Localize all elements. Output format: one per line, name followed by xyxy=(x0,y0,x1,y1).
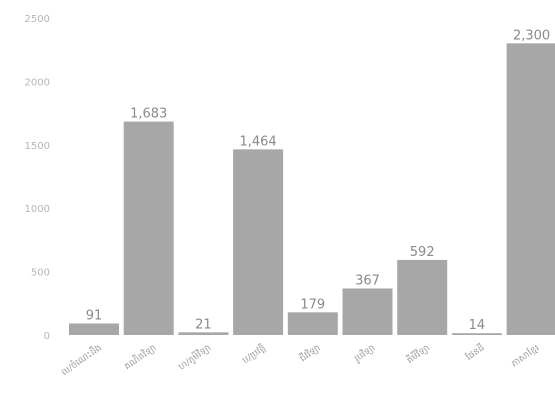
data-label: 592 xyxy=(410,245,435,260)
bar xyxy=(178,332,229,335)
data-label: 1,464 xyxy=(239,134,276,149)
bar xyxy=(397,259,448,335)
data-labels: 91 1,683 21 1,464 179 367 592 14 2,300 xyxy=(86,28,550,333)
x-tick-label: គណិតវិទ្យា xyxy=(122,342,159,373)
y-axis: 0 500 1000 1500 2000 2500 xyxy=(25,14,50,342)
bar xyxy=(69,323,119,335)
data-label: 14 xyxy=(469,318,486,333)
x-tick-label: គីមីវិទ្យា xyxy=(404,342,432,366)
data-label: 21 xyxy=(195,317,212,332)
x-tick-label: ជីវវិទ្យា xyxy=(297,342,322,365)
y-tick-label: 1000 xyxy=(25,204,50,215)
x-axis: ល/ចំណេះដឹង គណិតវិទ្យា ហ/ភូមិវិទ្យា ប/ប្រវត្… xyxy=(59,341,542,378)
y-tick-label: 0 xyxy=(44,331,50,342)
bar xyxy=(451,333,502,335)
y-tick-label: 500 xyxy=(31,268,50,279)
bar xyxy=(287,312,338,335)
bar xyxy=(506,43,555,336)
bars xyxy=(69,43,555,336)
x-tick-label: ប/ប្រវត្តិ xyxy=(240,341,268,366)
x-tick-label: ផែនដី xyxy=(463,342,486,363)
bar xyxy=(123,121,174,335)
y-tick-label: 2000 xyxy=(25,77,50,88)
y-tick-label: 2500 xyxy=(25,14,50,25)
data-label: 179 xyxy=(300,297,325,312)
x-tick-label: ភាសាខ្មែរ xyxy=(509,342,542,370)
y-tick-label: 1500 xyxy=(25,141,50,152)
data-label: 1,683 xyxy=(130,107,167,122)
data-label: 2,300 xyxy=(513,28,550,43)
bar xyxy=(233,149,284,335)
data-label: 91 xyxy=(86,308,103,323)
bar xyxy=(342,288,393,335)
data-label: 367 xyxy=(355,273,380,288)
x-tick-label: ល/ចំណេះដឹង xyxy=(59,342,104,379)
x-tick-label: ហ/ភូមិវិទ្យា xyxy=(176,342,213,373)
x-tick-label: រូបវិទ្យា xyxy=(351,342,377,365)
